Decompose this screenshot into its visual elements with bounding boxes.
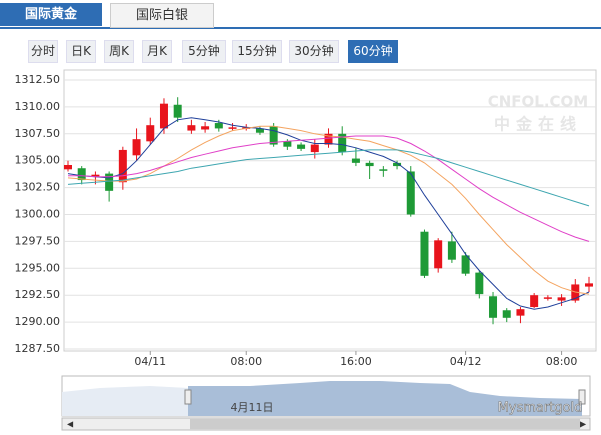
navigator-handle[interactable] bbox=[578, 389, 586, 405]
navigator-area bbox=[188, 381, 582, 416]
candle-body bbox=[365, 162, 374, 167]
candle-body bbox=[324, 133, 333, 145]
x-tick-label: 16:00 bbox=[340, 355, 372, 368]
candle-body bbox=[393, 162, 402, 167]
candle-body bbox=[516, 309, 525, 316]
watermark: 中金在线 bbox=[494, 115, 582, 134]
period-button[interactable]: 15分钟 bbox=[232, 40, 282, 63]
candle-body bbox=[105, 173, 114, 191]
moving-average-line bbox=[67, 117, 590, 310]
credit: Mysmartgold bbox=[498, 401, 583, 416]
candle-body bbox=[489, 296, 498, 318]
moving-average-line bbox=[68, 135, 590, 242]
candle-body bbox=[351, 158, 360, 163]
candle-body bbox=[118, 149, 127, 183]
plot-frame bbox=[63, 69, 597, 352]
candle-body bbox=[64, 165, 72, 170]
moving-average-line bbox=[67, 149, 590, 207]
scroll-arrow[interactable]: ▶ bbox=[580, 420, 587, 429]
y-tick-label: 1297.50 bbox=[15, 234, 61, 247]
candle-body bbox=[434, 240, 443, 269]
candle-body bbox=[297, 144, 306, 149]
period-button[interactable]: 分时 bbox=[28, 40, 58, 63]
y-tick-label: 1290.00 bbox=[15, 315, 61, 328]
candle-body bbox=[228, 127, 237, 129]
y-tick-label: 1300.00 bbox=[15, 208, 61, 221]
candle-body bbox=[338, 133, 347, 153]
period-button[interactable]: 60分钟 bbox=[348, 40, 398, 63]
candle-body bbox=[502, 310, 511, 318]
navigator-handle[interactable] bbox=[184, 389, 192, 405]
candle-body bbox=[283, 141, 292, 147]
period-button[interactable]: 月K bbox=[142, 40, 172, 63]
candle-body bbox=[91, 174, 100, 177]
x-tick-label: 08:00 bbox=[546, 355, 578, 368]
tab[interactable]: 国际白银 bbox=[110, 3, 214, 28]
x-tick-label: 04/11 bbox=[134, 355, 166, 368]
candle-body bbox=[571, 284, 580, 301]
y-tick-label: 1305.00 bbox=[15, 154, 61, 167]
candle-body bbox=[585, 283, 593, 287]
candle-body bbox=[269, 126, 278, 145]
candle-body bbox=[255, 128, 264, 133]
y-tick-label: 1312.50 bbox=[15, 73, 61, 86]
navigator: 4月11日 ◀ ▶ bbox=[61, 375, 591, 431]
candle-body bbox=[461, 255, 470, 274]
candle-body bbox=[530, 295, 539, 308]
candle-body bbox=[159, 103, 168, 129]
x-tick-label: 04/12 bbox=[450, 355, 482, 368]
candle-body bbox=[406, 171, 415, 215]
y-tick-label: 1302.50 bbox=[15, 181, 61, 194]
candle-body bbox=[173, 104, 182, 118]
period-button[interactable]: 30分钟 bbox=[289, 40, 339, 63]
candle-body bbox=[447, 241, 456, 260]
navigator-label: 4月11日 bbox=[231, 401, 274, 414]
y-tick-label: 1287.50 bbox=[15, 342, 61, 355]
candle-body bbox=[543, 297, 552, 299]
candle-body bbox=[187, 125, 196, 131]
tab[interactable]: 国际黄金 bbox=[0, 3, 102, 26]
period-button[interactable]: 5分钟 bbox=[182, 40, 226, 63]
candle-body bbox=[214, 123, 223, 129]
y-tick-label: 1292.50 bbox=[15, 288, 61, 301]
candle-body bbox=[310, 144, 319, 153]
moving-average-line bbox=[67, 125, 590, 295]
tab-rule bbox=[0, 27, 601, 29]
candle-body bbox=[557, 297, 566, 301]
scroll-arrow[interactable]: ◀ bbox=[67, 420, 74, 429]
y-tick-label: 1295.00 bbox=[15, 261, 61, 274]
candle-body bbox=[132, 139, 141, 156]
candle-body bbox=[77, 168, 86, 181]
x-tick-label: 08:00 bbox=[230, 355, 262, 368]
candle-body bbox=[146, 125, 155, 142]
candle-body bbox=[475, 272, 484, 295]
period-button[interactable]: 周K bbox=[104, 40, 134, 63]
candle-body bbox=[201, 126, 210, 130]
scrollbar-thumb[interactable] bbox=[190, 419, 580, 429]
navigator-area bbox=[62, 386, 188, 416]
y-tick-label: 1310.00 bbox=[15, 100, 61, 113]
watermark: CNFOL.COM bbox=[488, 93, 589, 111]
y-tick-label: 1307.50 bbox=[15, 127, 61, 140]
period-button[interactable]: 日K bbox=[66, 40, 96, 63]
candle-body bbox=[379, 169, 388, 171]
candle-body bbox=[420, 231, 429, 276]
